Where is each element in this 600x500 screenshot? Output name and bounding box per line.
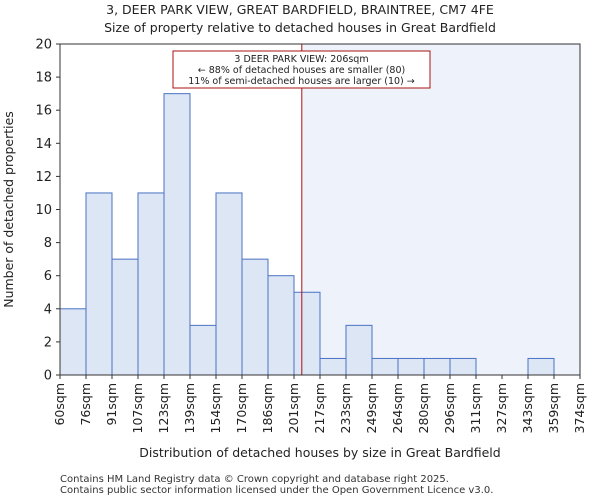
x-tick-label: 359sqm xyxy=(546,383,561,433)
x-tick-label: 233sqm xyxy=(338,383,353,433)
y-tick-label: 6 xyxy=(44,269,52,284)
y-tick-label: 14 xyxy=(35,137,52,152)
x-tick-label: 154sqm xyxy=(208,383,223,433)
footer-line-2: Contains public sector information licen… xyxy=(60,485,494,496)
bar xyxy=(319,357,347,376)
bar xyxy=(527,357,555,376)
bar xyxy=(293,291,321,376)
y-tick-label: 20 xyxy=(35,38,52,53)
x-tick-label: 217sqm xyxy=(312,383,327,433)
x-tick-label: 280sqm xyxy=(416,383,431,433)
x-tick-label: 327sqm xyxy=(494,383,509,433)
bar xyxy=(345,324,373,376)
bar xyxy=(137,192,165,376)
x-tick-label: 107sqm xyxy=(130,383,145,433)
bar xyxy=(267,275,295,376)
y-tick-label: 2 xyxy=(44,335,52,350)
x-tick-label: 76sqm xyxy=(78,383,93,426)
y-tick-label: 16 xyxy=(35,104,52,119)
bar xyxy=(241,258,269,376)
chart-title: 3, DEER PARK VIEW, GREAT BARDFIELD, BRAI… xyxy=(106,2,494,17)
bar xyxy=(397,357,425,376)
chart-subtitle: Size of property relative to detached ho… xyxy=(104,20,496,35)
footer-line-1: Contains HM Land Registry data © Crown c… xyxy=(60,474,449,485)
highlight-region xyxy=(301,44,580,375)
bar xyxy=(371,357,399,376)
annotation-line-2: ← 88% of detached houses are smaller (80… xyxy=(198,65,405,76)
y-axis-label: Number of detached properties xyxy=(1,111,16,308)
x-tick-label: 343sqm xyxy=(520,383,535,433)
x-tick-label: 91sqm xyxy=(104,383,119,426)
annotation-line-3: 11% of semi-detached houses are larger (… xyxy=(188,76,415,87)
x-tick-label: 296sqm xyxy=(442,383,457,433)
x-tick-label: 264sqm xyxy=(390,383,405,433)
bar xyxy=(111,258,139,376)
x-tick-label: 60sqm xyxy=(52,383,67,426)
x-tick-label: 201sqm xyxy=(286,383,301,433)
bar xyxy=(85,192,113,376)
x-axis-label: Distribution of detached houses by size … xyxy=(139,445,500,460)
y-tick-label: 12 xyxy=(35,170,52,185)
x-tick-label: 170sqm xyxy=(234,383,249,433)
x-tick-label: 374sqm xyxy=(572,383,587,433)
y-tick-label: 10 xyxy=(35,203,52,218)
annotation-line-1: 3 DEER PARK VIEW: 206sqm xyxy=(234,54,368,65)
bar xyxy=(215,192,243,376)
x-tick-label: 311sqm xyxy=(468,383,483,433)
annotation-box xyxy=(172,50,431,89)
y-tick-label: 8 xyxy=(44,236,52,251)
y-tick-label: 18 xyxy=(35,71,52,86)
x-tick-label: 123sqm xyxy=(156,383,171,433)
bar xyxy=(449,357,477,376)
y-tick-label: 4 xyxy=(44,302,52,317)
bar xyxy=(163,93,191,376)
bar xyxy=(59,308,87,376)
bar xyxy=(423,357,451,376)
x-tick-label: 139sqm xyxy=(182,383,197,433)
bar xyxy=(189,324,217,376)
x-tick-label: 186sqm xyxy=(260,383,275,433)
x-tick-label: 249sqm xyxy=(364,383,379,433)
y-tick-label: 0 xyxy=(44,369,52,384)
